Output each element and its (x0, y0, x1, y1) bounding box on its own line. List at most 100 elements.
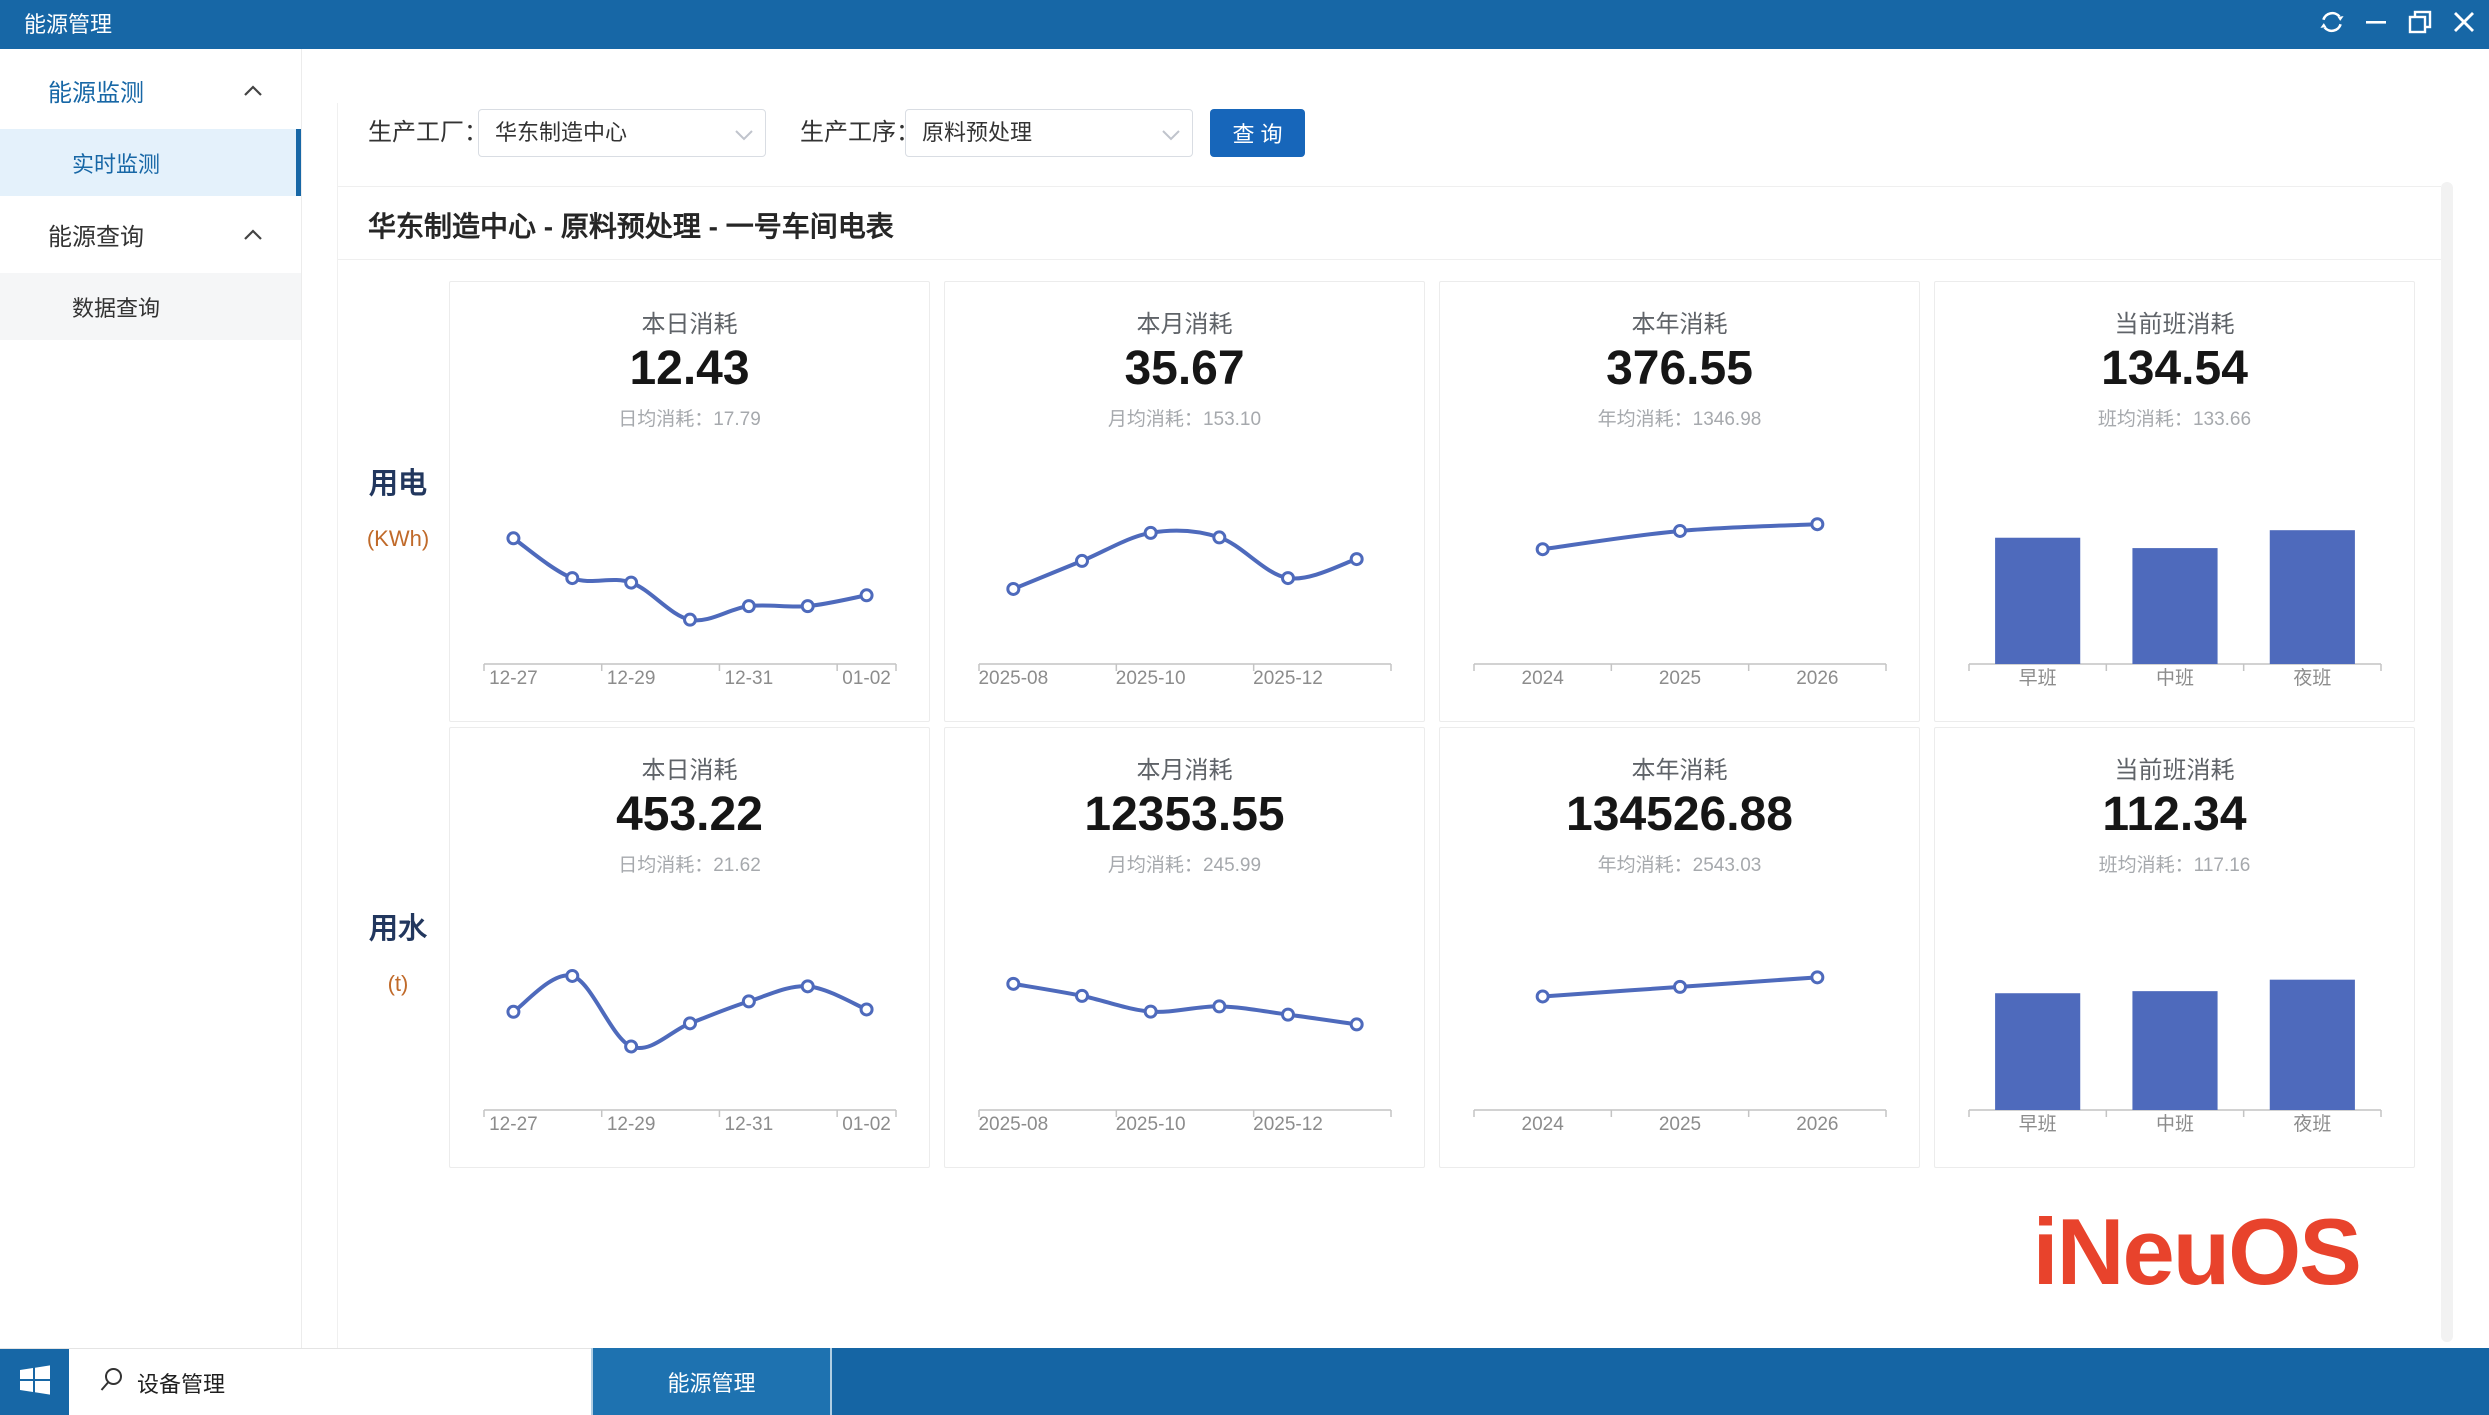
svg-text:2025-08: 2025-08 (978, 1114, 1048, 1135)
card-value: 453.22 (616, 788, 763, 841)
shift-consumption-bar-chart: 早班 中班 夜班 (1955, 890, 2395, 1142)
svg-text:2025-12: 2025-12 (1253, 1114, 1323, 1135)
query-button[interactable]: 查 询 (1210, 109, 1305, 157)
refresh-icon (2317, 7, 2347, 42)
card-value: 35.67 (1124, 342, 1245, 395)
stat-card-electric-daily: 本日消耗 12.43 日均消耗：17.79 12-27 12-29 12-31 01-… (449, 281, 930, 722)
average-value: 245.99 (1202, 855, 1262, 876)
card-average: 年均消耗：2543.03 (1440, 850, 1919, 877)
divider (338, 186, 2441, 187)
row-name: 用水 (368, 913, 427, 945)
stat-card-electric-monthly: 本月消耗 35.67 月均消耗：153.10 2025-08 2025-10 202… (944, 281, 1425, 722)
average-value: 1346.98 (1692, 409, 1762, 430)
stat-card-water-yearly: 本年消耗 134526.88 年均消耗：2543.03 2024 2025 2026 (1439, 727, 1920, 1168)
start-button[interactable] (0, 1349, 69, 1415)
card-title: 本月消耗 (1136, 757, 1233, 784)
svg-text:2025: 2025 (1659, 1114, 1701, 1135)
row-label-electricity: 用电 (KWh) (336, 460, 460, 552)
svg-text:2026: 2026 (1796, 668, 1838, 689)
svg-text:12-29: 12-29 (607, 1114, 656, 1135)
minimize-icon (2363, 9, 2389, 40)
average-label: 月均消耗： (1107, 855, 1203, 876)
shift-consumption-bar-chart: 早班 中班 夜班 (1955, 444, 2395, 696)
chevron-up-icon (243, 228, 263, 246)
average-label: 班均消耗： (2097, 409, 2193, 430)
svg-text:2024: 2024 (1522, 1114, 1565, 1135)
ineuos-logo: iNeuOS (2032, 1199, 2362, 1304)
card-average: 月均消耗：153.10 (945, 404, 1424, 431)
card-title: 本月消耗 (1136, 311, 1233, 338)
card-title: 本日消耗 (641, 757, 738, 784)
svg-text:01-02: 01-02 (842, 1114, 891, 1135)
sidebar-item-label: 实时监测 (72, 151, 161, 177)
svg-text:12-29: 12-29 (607, 668, 656, 689)
maximize-button[interactable] (2405, 10, 2435, 40)
average-label: 日均消耗： (618, 409, 714, 430)
card-title: 本年消耗 (1631, 311, 1728, 338)
factory-select-value: 华东制造中心 (495, 120, 628, 145)
svg-text:早班: 早班 (2019, 1113, 2057, 1135)
card-title: 本日消耗 (641, 311, 738, 338)
process-select[interactable]: 原料预处理 (905, 109, 1193, 157)
card-value: 12.43 (629, 342, 750, 395)
sidebar-group-label: 能源查询 (48, 223, 144, 251)
svg-text:2025-10: 2025-10 (1116, 668, 1186, 689)
card-value: 134.54 (2101, 342, 2248, 395)
sidebar-item-label: 数据查询 (72, 295, 161, 321)
card-average: 日均消耗：17.79 (450, 404, 929, 431)
row-unit: (KWh) (366, 526, 430, 551)
monthly-consumption-line-chart: 2025-08 2025-10 2025-12 (965, 444, 1405, 696)
sidebar-group-label: 能源监测 (48, 79, 144, 107)
taskbar-search-label: 设备管理 (137, 1371, 226, 1397)
maximize-restore-icon (2406, 8, 2434, 41)
svg-text:中班: 中班 (2156, 667, 2194, 689)
chevron-down-icon (735, 128, 753, 146)
sidebar-item-data-query[interactable]: 数据查询 (0, 273, 301, 340)
minimize-button[interactable] (2361, 10, 2391, 40)
row-name: 用电 (368, 468, 427, 500)
sidebar-group-energy-query[interactable]: 能源查询 (0, 206, 301, 262)
taskbar-search[interactable]: 设备管理 (98, 1349, 225, 1415)
card-average: 月均消耗：245.99 (945, 850, 1424, 877)
search-icon (98, 1366, 125, 1399)
daily-consumption-line-chart: 12-27 12-29 12-31 01-02 (470, 890, 910, 1142)
content-panel-edge (337, 103, 338, 1348)
section-title: 华东制造中心 - 原料预处理 - 一号车间电表 (368, 211, 894, 242)
card-value: 134526.88 (1566, 788, 1793, 841)
svg-text:12-31: 12-31 (725, 1114, 774, 1135)
average-value: 153.10 (1202, 409, 1262, 430)
close-button[interactable] (2449, 10, 2479, 40)
stat-card-water-shift: 当前班消耗 112.34 班均消耗：117.16 早班 中班 夜班 (1934, 727, 2415, 1168)
process-select-label: 生产工序： (800, 119, 920, 146)
monthly-consumption-line-chart: 2025-08 2025-10 2025-12 (965, 890, 1405, 1142)
svg-text:2024: 2024 (1522, 668, 1565, 689)
yearly-consumption-line-chart: 2024 2025 2026 (1460, 890, 1900, 1142)
svg-text:12-27: 12-27 (489, 668, 538, 689)
refresh-button[interactable] (2317, 10, 2347, 40)
process-select-value: 原料预处理 (922, 120, 1033, 145)
taskbar: 设备管理 15:41 2026/01/02 能源管理 (0, 1348, 2489, 1415)
svg-text:2025-08: 2025-08 (978, 668, 1048, 689)
taskbar-app-energy-management[interactable]: 能源管理 (591, 1348, 832, 1415)
scrollbar[interactable] (2441, 182, 2453, 1342)
factory-select[interactable]: 华东制造中心 (478, 109, 766, 157)
card-average: 年均消耗：1346.98 (1440, 404, 1919, 431)
sidebar-group-energy-monitoring[interactable]: 能源监测 (0, 62, 301, 118)
chevron-up-icon (243, 84, 263, 102)
sidebar-item-realtime-monitoring[interactable]: 实时监测 (0, 129, 301, 196)
svg-text:12-31: 12-31 (725, 668, 774, 689)
card-average: 班均消耗：133.66 (1935, 404, 2414, 431)
svg-text:夜班: 夜班 (2293, 1113, 2331, 1135)
window-controls (2317, 0, 2479, 49)
close-icon (2451, 9, 2477, 40)
card-value: 376.55 (1606, 342, 1753, 395)
svg-text:01-02: 01-02 (842, 668, 891, 689)
divider (338, 259, 2441, 260)
svg-text:2025-12: 2025-12 (1253, 668, 1323, 689)
average-value: 17.79 (713, 409, 761, 430)
row-label-water: 用水 (t) (336, 905, 460, 997)
svg-text:12-27: 12-27 (489, 1114, 538, 1135)
average-label: 年均消耗： (1597, 409, 1693, 430)
average-label: 班均消耗： (2098, 855, 2194, 876)
